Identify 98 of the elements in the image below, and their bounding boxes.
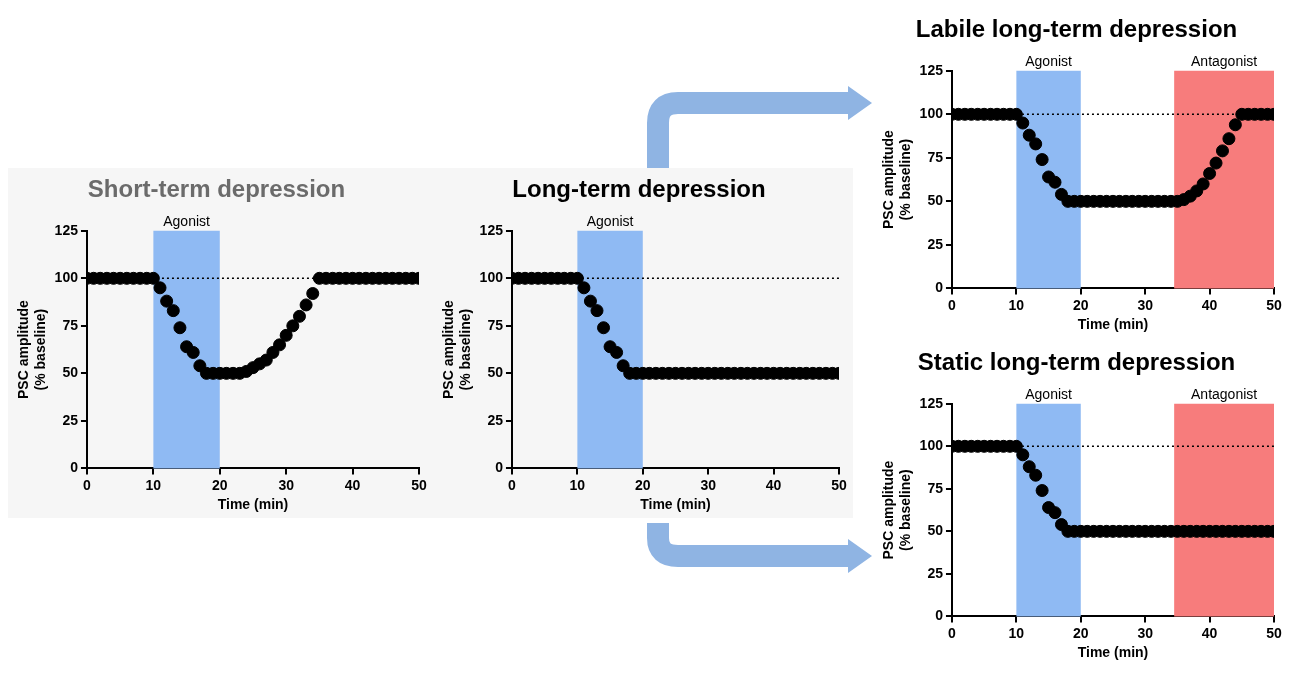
point: [1029, 137, 1043, 151]
x-axis-title: Time (min): [640, 496, 711, 513]
y-tick-label: 125: [54, 221, 79, 238]
point: [1048, 175, 1062, 189]
point: [160, 294, 174, 308]
x-tick-label: 40: [765, 476, 782, 493]
x-tick-label: 50: [1266, 296, 1282, 313]
point: [1035, 153, 1049, 167]
chart-title: Long-term depression: [512, 175, 766, 203]
chart-title: Labile long-term depression: [915, 15, 1238, 43]
band-label: Antagonist: [1191, 52, 1258, 69]
y-tick-label: 125: [479, 221, 504, 238]
point: [1209, 156, 1223, 170]
y-tick-label: 25: [927, 564, 944, 581]
point: [597, 321, 611, 335]
point: [286, 319, 300, 333]
y-tick-label: 75: [927, 148, 944, 165]
band-label: Agonist: [163, 212, 211, 229]
x-tick-label: 10: [145, 476, 162, 493]
point: [1022, 128, 1036, 142]
x-tick-label: 30: [278, 476, 295, 493]
y-tick-label: 75: [62, 316, 79, 333]
point: [1022, 460, 1036, 474]
x-tick-label: 20: [211, 476, 228, 493]
y-axis-title: PSC amplitude (% baseline): [440, 299, 474, 399]
x-axis-title: Time (min): [217, 496, 289, 513]
y-tick-label: 125: [919, 61, 944, 78]
y-tick-label: 75: [487, 316, 504, 333]
point: [166, 304, 180, 318]
band-label: Agonist: [1025, 52, 1073, 69]
y-tick-label: 100: [54, 269, 79, 286]
x-tick-label: 10: [1008, 296, 1025, 313]
point: [583, 294, 597, 308]
y-axis-title: PSC amplitude (% baseline): [15, 299, 49, 399]
point: [1016, 116, 1030, 130]
y-axis-title: PSC amplitude (% baseline): [880, 129, 914, 229]
x-tick-label: 0: [948, 624, 957, 641]
point: [299, 298, 313, 312]
y-tick-label: 100: [919, 437, 944, 454]
x-tick-label: 40: [1201, 296, 1218, 313]
y-tick-label: 100: [479, 269, 504, 286]
x-tick-label: 10: [1008, 624, 1025, 641]
x-tick-label: 50: [1266, 624, 1282, 641]
point: [1203, 167, 1217, 181]
point: [173, 321, 187, 335]
y-tick-label: 50: [62, 364, 79, 381]
y-tick-label: 0: [935, 607, 944, 624]
x-tick-label: 30: [1137, 624, 1154, 641]
x-tick-label: 20: [634, 476, 651, 493]
y-tick-label: 25: [487, 411, 504, 428]
chart-title: Short-term depression: [87, 175, 346, 203]
point: [1222, 132, 1236, 146]
x-tick-label: 0: [83, 476, 92, 493]
point: [590, 304, 604, 318]
x-tick-label: 0: [508, 476, 517, 493]
x-tick-label: 40: [344, 476, 361, 493]
x-tick-label: 10: [569, 476, 586, 493]
y-tick-label: 50: [927, 522, 944, 539]
point: [279, 328, 293, 342]
y-tick-label: 50: [487, 364, 504, 381]
x-axis-title: Time (min): [1077, 316, 1149, 333]
point: [1215, 144, 1229, 158]
point: [610, 345, 624, 359]
point: [1029, 468, 1043, 482]
y-axis-title: PSC amplitude (% baseline): [880, 460, 914, 560]
point: [306, 287, 320, 301]
y-tick-label: 25: [927, 235, 944, 252]
band-label: Agonist: [1025, 385, 1073, 402]
point: [186, 345, 200, 359]
x-tick-label: 20: [1072, 296, 1089, 313]
x-tick-label: 20: [1072, 624, 1089, 641]
band-label: Agonist: [586, 212, 634, 229]
x-tick-label: 50: [831, 476, 847, 493]
point: [153, 281, 167, 295]
y-tick-label: 75: [927, 479, 944, 496]
point: [1016, 448, 1030, 462]
point: [1035, 484, 1049, 498]
y-tick-label: 0: [70, 459, 79, 476]
y-tick-label: 25: [62, 411, 79, 428]
point: [1228, 118, 1242, 132]
x-tick-label: 50: [411, 476, 427, 493]
band-label: Antagonist: [1191, 385, 1258, 402]
point: [292, 309, 306, 323]
y-tick-label: 0: [495, 459, 504, 476]
point: [577, 281, 591, 295]
x-tick-label: 30: [1137, 296, 1154, 313]
x-tick-label: 30: [700, 476, 717, 493]
x-tick-label: 0: [948, 296, 957, 313]
x-tick-label: 40: [1201, 624, 1218, 641]
y-tick-label: 0: [935, 279, 944, 296]
chart-title: Static long-term depression: [917, 348, 1236, 376]
x-axis-title: Time (min): [1077, 644, 1149, 661]
point: [1048, 506, 1062, 520]
y-tick-label: 100: [919, 105, 944, 122]
y-tick-label: 50: [927, 192, 944, 209]
point: [273, 338, 287, 352]
y-tick-label: 125: [919, 394, 944, 411]
point: [1196, 177, 1210, 191]
